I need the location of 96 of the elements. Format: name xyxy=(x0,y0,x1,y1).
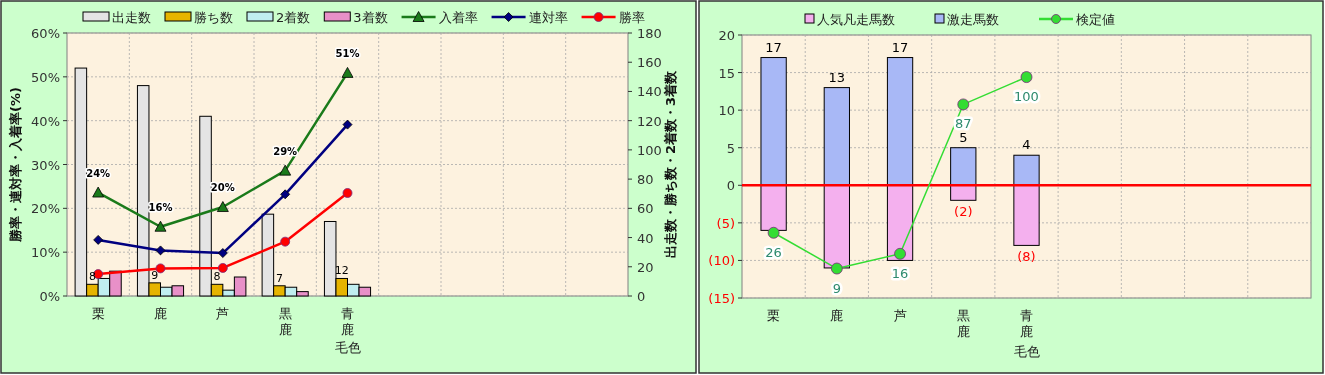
x-tick-label: 栗 xyxy=(767,308,781,323)
point xyxy=(279,164,292,176)
data-label: 16% xyxy=(148,201,173,213)
data-label: 17 xyxy=(765,39,782,55)
bar xyxy=(823,184,850,269)
bar xyxy=(823,87,850,186)
x-tick-label: 芦 xyxy=(216,306,230,321)
y2-tick-label: 80 xyxy=(637,172,654,188)
y2-tick-label: 140 xyxy=(637,84,662,100)
point xyxy=(342,188,353,198)
legend-label: 出走数 xyxy=(112,10,151,25)
legend-label: 勝ち数 xyxy=(194,10,233,25)
bar xyxy=(1013,154,1040,186)
bar xyxy=(950,147,977,186)
legend-label: 勝率 xyxy=(618,10,645,25)
y-tick-label: 0% xyxy=(39,289,60,304)
y2-tick-label: 40 xyxy=(637,230,654,246)
data-label: 51% xyxy=(335,47,360,59)
y-tick-label: 10% xyxy=(31,245,60,261)
point xyxy=(217,248,228,258)
y2-tick-label: 0 xyxy=(637,289,646,304)
y2-tick-label: 180 xyxy=(637,26,662,41)
data-label: 7 xyxy=(275,271,283,285)
x-tick-label: 黒鹿 xyxy=(956,308,970,339)
point xyxy=(830,262,843,275)
point xyxy=(155,245,166,256)
data-label: 16 xyxy=(891,265,909,281)
legend-label: 検定値 xyxy=(1076,12,1115,27)
point xyxy=(957,98,970,111)
y-tick-label: 15 xyxy=(718,65,735,81)
y-tick-label: 60% xyxy=(31,26,60,41)
data-label: 24% xyxy=(86,167,111,179)
legend-label: 入着率 xyxy=(438,10,478,25)
y2-tick-label: 120 xyxy=(637,113,662,129)
x-axis-title: 毛色 xyxy=(1013,344,1040,359)
point xyxy=(216,201,229,212)
point xyxy=(767,226,780,239)
y-tick-label: (15) xyxy=(708,291,735,306)
y2-tick-label: 20 xyxy=(637,259,654,275)
data-label: (8) xyxy=(1017,249,1036,265)
data-label: (2) xyxy=(954,204,973,220)
y-tick-label: 20 xyxy=(718,28,735,43)
y2-axis-title: 出走数・勝ち数・2着数・3着数 xyxy=(663,69,678,259)
x-tick-label: 青鹿 xyxy=(1020,308,1033,339)
data-label: 9 xyxy=(151,268,159,282)
data-label: 9 xyxy=(832,280,841,296)
point xyxy=(217,263,228,273)
x-tick-label: 青鹿 xyxy=(341,306,354,337)
y-tick-label: (5) xyxy=(716,215,735,231)
point xyxy=(92,186,105,198)
y-tick-label: 0 xyxy=(726,178,735,194)
y2-tick-label: 100 xyxy=(637,142,662,158)
y-tick-label: 10 xyxy=(718,103,735,119)
data-label: 8 xyxy=(213,270,221,284)
y-tick-label: 50% xyxy=(31,69,60,85)
bar xyxy=(760,57,787,186)
bar xyxy=(1013,184,1040,246)
data-label: 17 xyxy=(891,39,909,55)
y2-tick-label: 160 xyxy=(637,55,662,71)
legend-label: 連対率 xyxy=(528,10,568,25)
x-tick-label: 黒鹿 xyxy=(278,306,292,337)
x-axis-title: 毛色 xyxy=(334,340,361,355)
point xyxy=(154,220,167,232)
data-label: 13 xyxy=(828,69,846,85)
x-tick-label: 芦 xyxy=(893,308,907,323)
legend-label: 2着数 xyxy=(276,10,311,25)
point xyxy=(894,247,906,260)
y-tick-label: (10) xyxy=(708,253,735,269)
point xyxy=(280,236,291,247)
data-label: 29% xyxy=(273,145,298,157)
bar xyxy=(886,57,914,186)
point xyxy=(93,234,104,245)
point xyxy=(341,66,354,78)
x-tick-label: 鹿 xyxy=(830,308,844,323)
data-label: 8 xyxy=(88,270,96,284)
data-label: 87 xyxy=(955,116,972,132)
point xyxy=(1020,71,1033,83)
data-label: 5 xyxy=(959,129,968,145)
y-tick-label: 5 xyxy=(726,140,735,156)
data-label: 26 xyxy=(765,244,782,260)
x-tick-label: 栗 xyxy=(91,306,105,321)
y-tick-label: 40% xyxy=(31,113,60,129)
y-tick-label: 20% xyxy=(31,201,60,217)
point xyxy=(342,119,353,130)
x-tick-label: 鹿 xyxy=(154,306,167,321)
y-axis-title: 勝率・連対率・入着率(%) xyxy=(8,87,23,243)
point xyxy=(280,189,291,200)
bar xyxy=(760,184,787,231)
legend-label: 人気凡走馬数 xyxy=(817,12,895,27)
data-label: 12 xyxy=(334,264,349,278)
data-label: 4 xyxy=(1022,137,1031,153)
y2-tick-label: 60 xyxy=(637,201,654,217)
legend-label: 3着数 xyxy=(353,10,388,25)
legend-label: 激走馬数 xyxy=(947,12,999,27)
y-tick-label: 30% xyxy=(31,157,60,173)
data-label: 100 xyxy=(1014,89,1039,105)
